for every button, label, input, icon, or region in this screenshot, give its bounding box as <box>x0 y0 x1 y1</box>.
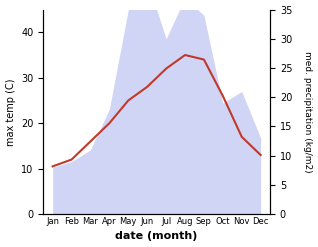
Y-axis label: med. precipitation (kg/m2): med. precipitation (kg/m2) <box>303 51 313 173</box>
X-axis label: date (month): date (month) <box>115 231 198 242</box>
Y-axis label: max temp (C): max temp (C) <box>5 78 16 145</box>
